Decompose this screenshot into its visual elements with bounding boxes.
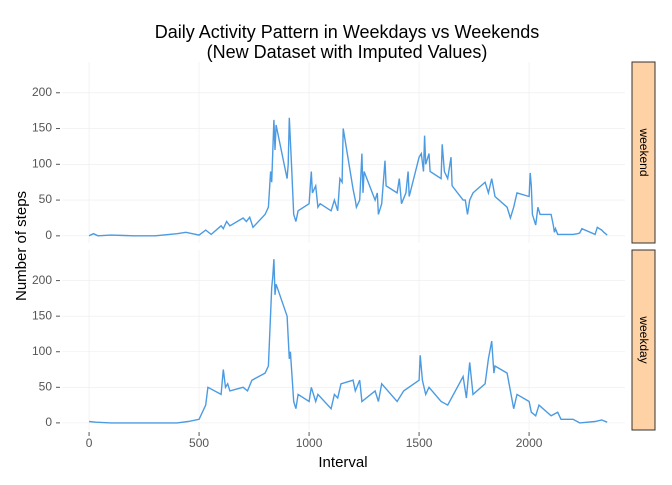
line — [89, 259, 608, 424]
x-tick-label: 1000 — [296, 436, 323, 450]
y-tick-label: 200 — [32, 85, 52, 99]
y-axis-label: Number of steps — [13, 191, 30, 301]
facet-strip — [631, 61, 656, 244]
chart-subtitle: (New Dataset with Imputed Values) — [207, 42, 488, 62]
y-tick-label: 100 — [32, 156, 52, 170]
y-tick-label: 50 — [39, 192, 53, 206]
y-tick-label: 200 — [32, 273, 52, 287]
x-tick-label: 2000 — [516, 436, 543, 450]
x-tick-label: 0 — [86, 436, 93, 450]
facet-label: weekend — [637, 127, 651, 176]
line — [88, 117, 608, 237]
y-tick-label: 150 — [32, 121, 52, 135]
facet-label: weekday — [637, 315, 651, 363]
x-axis-label: Interval — [318, 454, 367, 471]
facet-strip — [631, 249, 656, 431]
y-tick-label: 50 — [39, 379, 53, 393]
y-tick-label: 0 — [45, 415, 52, 429]
y-tick-label: 150 — [32, 308, 52, 322]
chart-title: Daily Activity Pattern in Weekdays vs We… — [155, 22, 540, 42]
y-tick-label: 100 — [32, 344, 52, 358]
y-tick-label: 0 — [45, 228, 52, 242]
x-tick-label: 500 — [189, 436, 209, 450]
x-tick-label: 1500 — [406, 436, 433, 450]
